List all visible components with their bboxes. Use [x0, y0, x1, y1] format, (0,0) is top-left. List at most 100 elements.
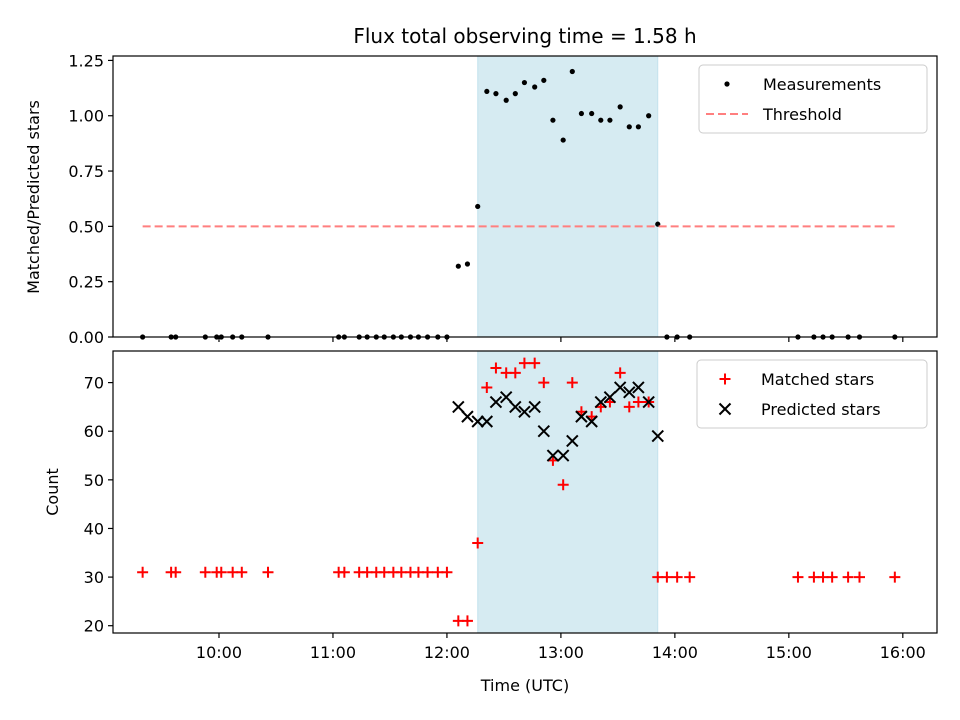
predicted-star-point: [489, 395, 503, 409]
matched-star-point: [889, 571, 901, 583]
matched-star-point: [566, 377, 578, 389]
predicted-star-point: [556, 449, 570, 462]
matched-star-point: [557, 479, 569, 491]
measurement-point: [484, 88, 490, 95]
matched-star-point: [338, 566, 350, 578]
measurement-point: [598, 117, 604, 123]
x-tick-label: 13:00: [538, 643, 584, 662]
y-tick-label: 40: [84, 519, 104, 538]
predicted-star-point: [499, 390, 513, 404]
legend: Measurements Threshold: [698, 64, 928, 134]
measurement-point: [560, 137, 566, 143]
predicted-star-point: [461, 410, 474, 423]
predicted-star-point: [546, 449, 560, 462]
measurement-point: [589, 110, 595, 117]
measurement-point: [503, 97, 509, 103]
measurement-point: [550, 117, 556, 123]
matched-star-point: [684, 571, 696, 583]
measurement-point: [475, 203, 481, 210]
plot-frame: [112, 350, 938, 634]
matched-star-point: [170, 566, 182, 578]
matched-star-point: [826, 571, 838, 583]
x-tick-label: 12:00: [424, 643, 470, 662]
series-matched-stars: [137, 357, 901, 627]
matched-star-point: [623, 401, 635, 413]
top-panel: 0.00 0.25 0.50 0.75 1.00 1.25 Measurements Thre…: [68, 51, 938, 347]
measurement-point: [512, 91, 518, 97]
predicted-star-point: [632, 381, 645, 394]
measurement-point: [569, 68, 575, 75]
matched-star-point: [490, 362, 502, 374]
predicted-star-point: [537, 425, 551, 438]
predicted-star-point: [594, 395, 607, 409]
matched-star-point: [661, 571, 673, 583]
predicted-star-point: [518, 405, 531, 418]
predicted-star-point: [585, 415, 598, 428]
chart-title: Flux total observing time = 1.58 h: [353, 24, 696, 48]
matched-star-point: [422, 566, 434, 578]
bottom-panel: 20 30 40 50 60 70 10:00 11:00 12:00 13:00 14:00 15:…: [84, 350, 938, 662]
legend-marker-predicted: [718, 402, 732, 416]
legend-label: Predicted stars: [761, 400, 881, 419]
legend-label: Matched stars: [761, 370, 874, 389]
matched-star-point: [538, 377, 550, 389]
measurement-point: [626, 124, 632, 130]
predicted-star-point: [613, 381, 627, 394]
matched-star-point: [199, 566, 211, 578]
measurement-point: [493, 91, 499, 97]
matched-star-point: [472, 537, 484, 549]
y-tick-label: 30: [84, 568, 104, 587]
shaded-region: [477, 55, 659, 338]
matched-star-point: [441, 566, 453, 578]
matched-star-point: [518, 357, 530, 369]
matched-star-point: [137, 566, 149, 578]
y-tick-label: 0.00: [68, 328, 104, 347]
matched-star-point: [461, 615, 473, 627]
measurement-point: [464, 261, 471, 267]
legend-marker-measurements: [724, 81, 730, 87]
measurement-point: [541, 77, 547, 83]
measurement-point: [646, 113, 652, 119]
matched-star-point: [614, 367, 626, 379]
matched-star-point: [854, 571, 866, 583]
legend: Matched stars Predicted stars: [696, 359, 928, 429]
matched-star-point: [632, 396, 644, 408]
x-tick-label: 11:00: [310, 643, 356, 662]
legend-label: Measurements: [763, 75, 881, 94]
y-tick-label: 0.25: [68, 273, 104, 292]
y-tick-label: 70: [84, 374, 104, 393]
matched-star-point: [481, 381, 493, 393]
predicted-star-point: [480, 415, 494, 428]
predicted-star-point: [528, 400, 541, 414]
series-predicted-stars: [452, 381, 664, 462]
measurement-point: [607, 117, 613, 123]
legend-box: [698, 64, 928, 134]
matched-star-point: [529, 357, 541, 369]
matched-star-point: [215, 566, 227, 578]
matched-star-point: [236, 566, 248, 578]
y-tick-label: 50: [84, 471, 104, 490]
y-tick-label: 0.50: [68, 217, 104, 236]
predicted-star-point: [603, 390, 617, 404]
predicted-star-point: [575, 410, 588, 423]
predicted-star-point: [642, 395, 655, 409]
matched-star-point: [842, 571, 854, 583]
legend-box: [696, 359, 928, 429]
x-tick-label: 15:00: [766, 643, 812, 662]
measurement-point: [578, 110, 585, 117]
predicted-star-point: [651, 429, 664, 443]
plot-frame: [112, 55, 938, 338]
y-tick-label: 20: [84, 617, 104, 636]
measurement-point: [455, 263, 461, 269]
matched-star-point: [671, 571, 683, 583]
predicted-star-point: [509, 400, 522, 414]
measurement-point: [635, 124, 641, 130]
matched-star-point: [792, 571, 804, 583]
measurement-point: [617, 104, 623, 110]
y-tick-label: 1.00: [68, 107, 104, 126]
measurement-point: [521, 79, 528, 86]
predicted-star-point: [623, 386, 636, 399]
y-tick-label: 60: [84, 422, 104, 441]
x-axis-label: Time (UTC): [480, 676, 569, 695]
bottom-y-axis-label: Count: [43, 468, 62, 516]
